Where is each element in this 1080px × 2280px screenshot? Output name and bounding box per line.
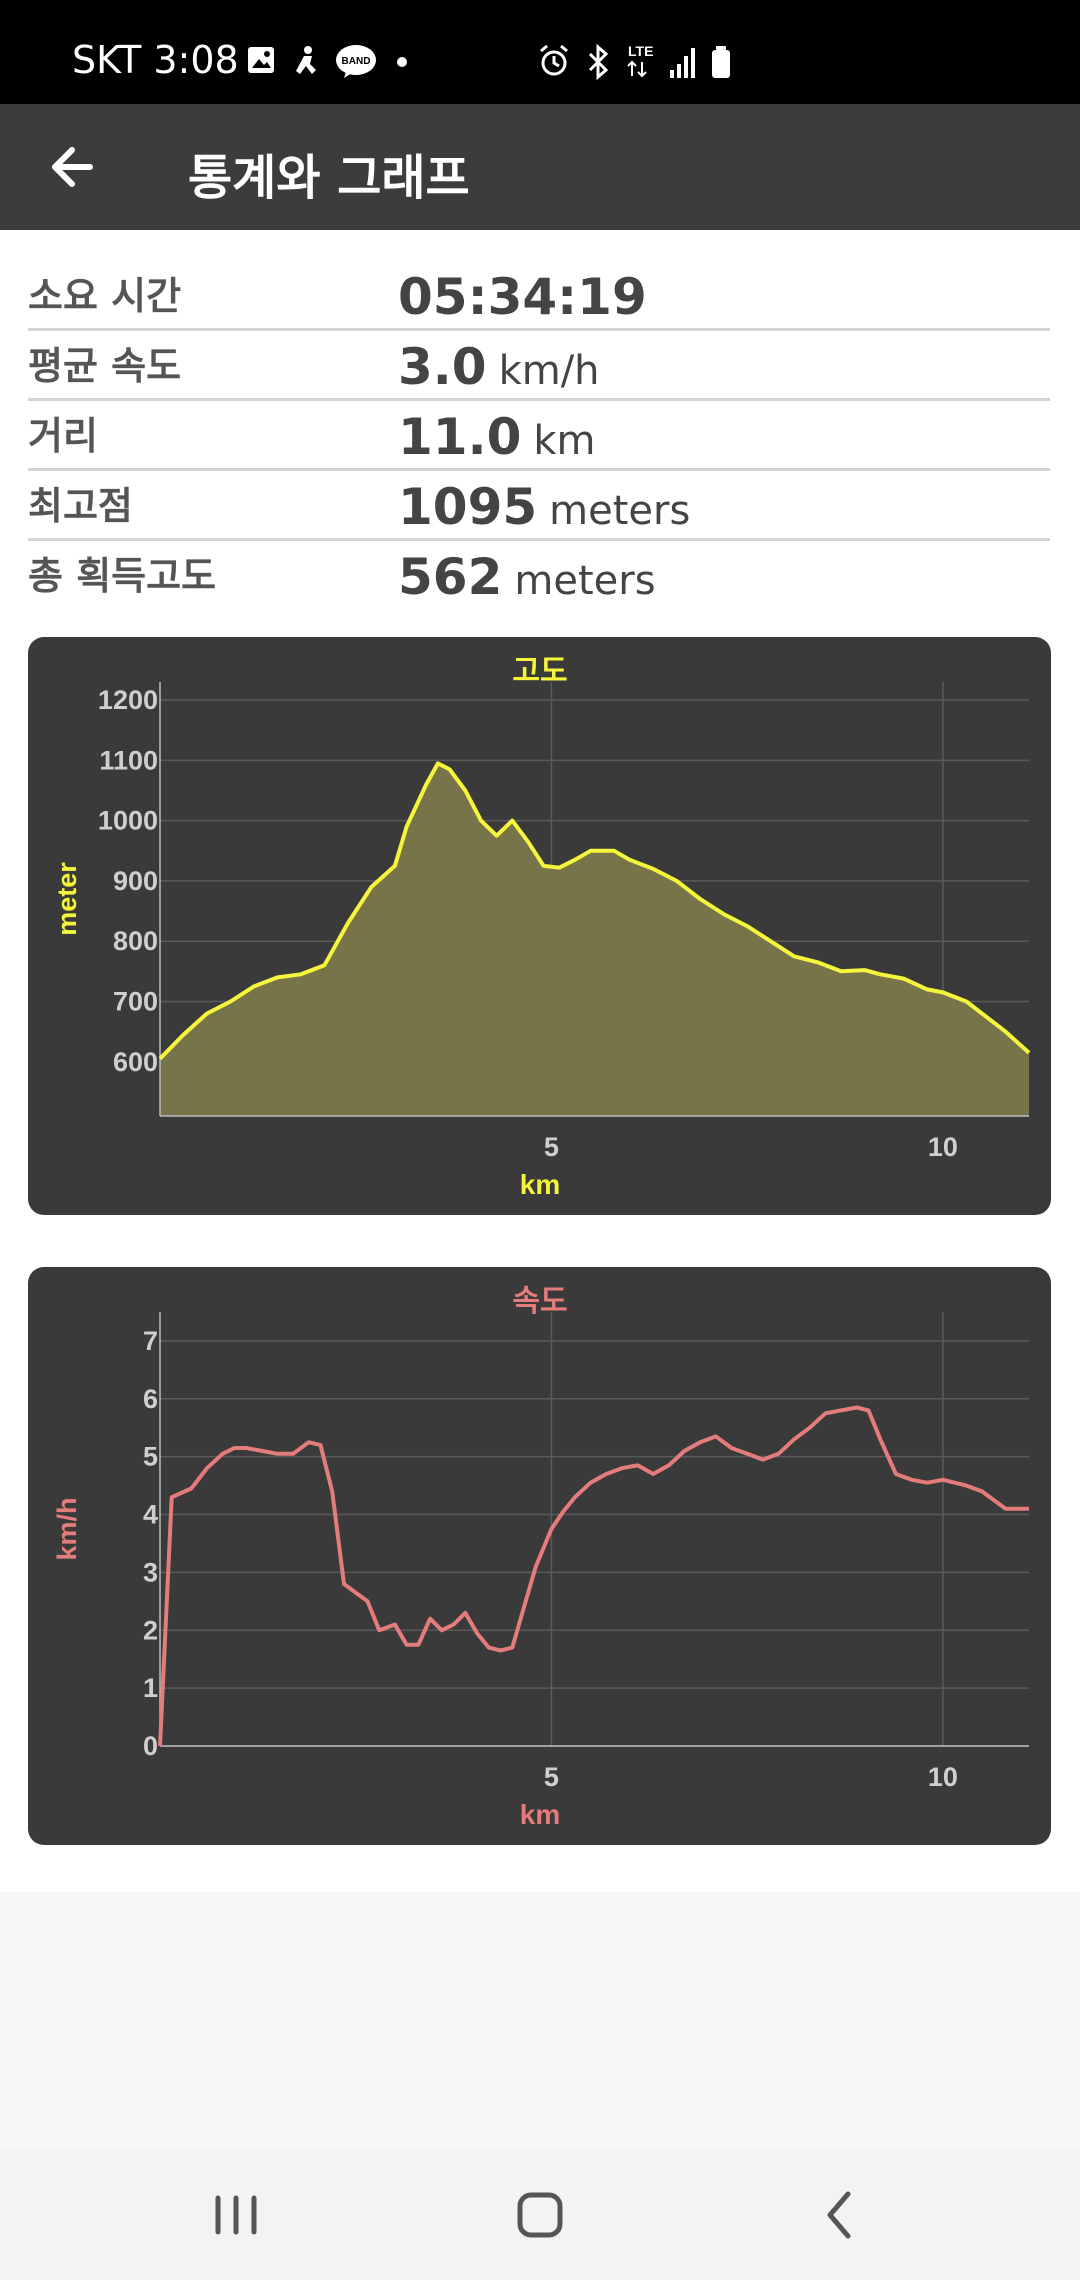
y-tick-label: 7	[143, 1326, 158, 1356]
stat-label: 평균 속도	[28, 344, 182, 388]
system-nav-bar	[0, 2150, 1080, 2280]
battery-icon	[712, 46, 730, 78]
nav-back-button[interactable]	[800, 2180, 880, 2250]
lte-label: LTE	[628, 43, 653, 59]
y-tick-label: 1100	[99, 745, 158, 775]
x-tick-label: 10	[928, 1132, 958, 1162]
stat-row-duration: 소요 시간 05:34:19	[28, 260, 1050, 331]
y-tick-label: 1	[143, 1673, 158, 1703]
stat-unit: meters	[514, 558, 656, 604]
chart-title: 고도	[512, 654, 567, 689]
x-tick-label: 10	[928, 1762, 958, 1792]
series-line	[158, 1405, 1029, 1747]
run-icon	[296, 46, 316, 74]
status-right-icons: LTE	[536, 42, 746, 86]
status-bar: SKT 3:08 BAND	[0, 0, 1080, 104]
stat-value: 3.0	[398, 338, 487, 396]
stat-row-total-ascent: 총 획득고도 562 meters	[28, 540, 1050, 608]
arrow-left-icon	[52, 147, 93, 187]
stat-label: 소요 시간	[28, 274, 182, 318]
stat-value: 11.0	[398, 408, 522, 466]
elevation-area	[160, 763, 1029, 1116]
y-tick-label: 1000	[98, 806, 158, 836]
x-axis-label: km	[520, 1799, 560, 1830]
stats-content[interactable]: 소요 시간 05:34:19 평균 속도 3.0 km/h 거리 11.0 km 최…	[0, 230, 1080, 1892]
home-icon	[517, 2192, 563, 2238]
y-tick-label: 2	[143, 1615, 158, 1645]
dot-icon	[397, 57, 407, 67]
x-tick-label: 5	[544, 1132, 559, 1162]
y-tick-label: 0	[143, 1731, 158, 1761]
stat-label: 최고점	[28, 484, 133, 528]
stat-unit: km/h	[498, 348, 600, 394]
stat-row-avg-speed: 평균 속도 3.0 km/h	[28, 330, 1050, 401]
app-toolbar: 통계와 그래프	[0, 104, 1080, 230]
lte-icon: LTE	[627, 43, 653, 78]
y-tick-label: 6	[143, 1384, 158, 1414]
speed-chart-svg: 0 1 2 3 4 5 6 7 5 10 속도 km km/h	[52, 1284, 1029, 1830]
back-icon	[827, 2191, 851, 2239]
y-axis-label: meter	[52, 862, 82, 936]
y-tick-label: 900	[113, 866, 158, 896]
band-icon: BAND	[336, 45, 376, 78]
y-tick-label: 4	[143, 1500, 158, 1530]
alarm-icon	[540, 44, 568, 76]
speed-chart: 0 1 2 3 4 5 6 7 5 10 속도 km km/h	[28, 1267, 1051, 1845]
elevation-chart-svg: 600 700 800 900 1000 1100 1200 5 10 고도 km meter	[52, 654, 1031, 1200]
y-tick-label: 600	[113, 1047, 158, 1077]
stat-value: 05:34:19	[398, 268, 647, 326]
stat-label: 거리	[28, 414, 98, 458]
gallery-icon	[248, 47, 274, 73]
stat-value: 562	[398, 548, 503, 606]
status-time: SKT 3:08	[72, 38, 239, 82]
stat-row-distance: 거리 11.0 km	[28, 400, 1050, 471]
home-button[interactable]	[500, 2180, 580, 2250]
y-tick-label: 700	[113, 986, 158, 1016]
y-tick-label: 1200	[98, 685, 158, 715]
stat-unit: meters	[549, 488, 691, 534]
series-line	[158, 761, 1031, 1061]
elevation-chart: 600 700 800 900 1000 1100 1200 5 10 고도 km meter	[28, 637, 1051, 1215]
x-tick-label: 5	[544, 1762, 559, 1792]
page-title: 통계와 그래프	[188, 150, 470, 206]
signal-icon	[670, 48, 695, 78]
y-tick-label: 5	[143, 1442, 158, 1472]
recents-button[interactable]	[196, 2180, 276, 2250]
bluetooth-icon	[588, 43, 609, 81]
y-tick-label: 3	[143, 1557, 158, 1587]
y-axis-label: km/h	[52, 1497, 82, 1560]
stat-label: 총 획득고도	[28, 554, 217, 598]
y-tick-label: 800	[113, 926, 158, 956]
x-axis-label: km	[520, 1169, 560, 1200]
recents-icon	[215, 2195, 257, 2235]
stat-row-max-elevation: 최고점 1095 meters	[28, 470, 1050, 541]
back-button[interactable]	[40, 132, 110, 202]
status-left-icons: BAND	[246, 44, 426, 84]
stat-unit: km	[533, 418, 596, 464]
chart-title: 속도	[512, 1284, 567, 1319]
stat-value: 1095	[398, 478, 538, 536]
band-label: BAND	[342, 56, 371, 67]
